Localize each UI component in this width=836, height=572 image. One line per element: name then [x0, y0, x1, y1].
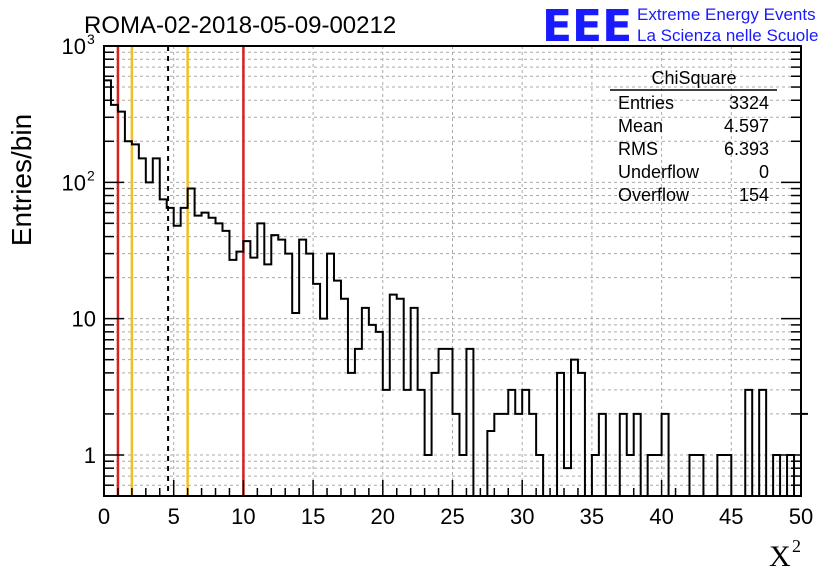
logo-line-2: La Scienza nelle Scuole — [637, 26, 818, 45]
stats-box-rows: Entries 3324 Mean 4.597 RMS 6.393 Underflow 0 Ov… — [618, 93, 769, 205]
x-axis-title-text: X — [769, 540, 791, 572]
x-tick-label: 20 — [371, 504, 395, 529]
stats-row-value: 6.393 — [724, 139, 769, 159]
y-tick-label: 10 — [62, 170, 86, 195]
x-tick-label: 25 — [440, 504, 464, 529]
x-tick-label: 40 — [649, 504, 673, 529]
logo-line-1: Extreme Energy Events — [637, 5, 816, 24]
eee-logo: EEE Extreme Energy Events La Scienza nel… — [542, 1, 818, 52]
x-tick-label: 10 — [231, 504, 255, 529]
x-axis-title: X 2 — [769, 536, 801, 572]
logo-mark: EEE — [542, 1, 632, 52]
chart-title: ROMA-02-2018-05-09-00212 — [84, 12, 396, 39]
marker-lines — [116, 46, 245, 496]
x-tick-label: 15 — [301, 504, 325, 529]
y-tick-label: 1 — [84, 443, 96, 468]
y-axis-title: Entries/bin — [6, 114, 37, 246]
y-tick-label: 10 — [62, 34, 86, 59]
axis-ticks — [103, 45, 802, 497]
stats-row-label: RMS — [618, 139, 658, 159]
x-tick-label: 35 — [580, 504, 604, 529]
stats-row-value: 0 — [759, 162, 769, 182]
stats-box-title: ChiSquare — [651, 68, 736, 88]
x-tick-label: 30 — [510, 504, 534, 529]
stats-box: ChiSquare Entries 3324 Mean 4.597 RMS 6.393 Un… — [610, 68, 777, 205]
stats-row-value: 3324 — [729, 93, 769, 113]
y-tick-label: 10 — [72, 307, 96, 332]
stats-row-value: 154 — [739, 185, 769, 205]
stats-row-value: 4.597 — [724, 116, 769, 136]
x-tick-label: 0 — [98, 504, 110, 529]
y-tick-exponent: 3 — [87, 31, 95, 47]
y-tick-exponent: 2 — [87, 167, 95, 183]
x-tick-label: 45 — [719, 504, 743, 529]
stats-row-label: Underflow — [618, 162, 700, 182]
histogram-series — [104, 79, 808, 497]
stats-row-label: Overflow — [618, 185, 690, 205]
x-tick-label: 50 — [789, 504, 813, 529]
x-tick-label: 5 — [168, 504, 180, 529]
stats-row-label: Mean — [618, 116, 663, 136]
stats-row-label: Entries — [618, 93, 674, 113]
grid-lines — [104, 46, 801, 496]
x-axis-title-superscript: 2 — [792, 536, 801, 556]
